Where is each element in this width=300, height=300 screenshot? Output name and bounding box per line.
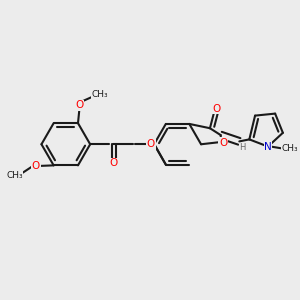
Text: O: O — [110, 158, 118, 169]
Text: CH₃: CH₃ — [281, 144, 298, 153]
Text: CH₃: CH₃ — [92, 90, 108, 99]
Text: N: N — [264, 142, 272, 152]
Text: O: O — [219, 138, 227, 148]
Text: O: O — [212, 104, 220, 114]
Text: CH₃: CH₃ — [6, 172, 23, 181]
Text: H: H — [240, 143, 246, 152]
Text: O: O — [32, 161, 40, 171]
Text: O: O — [147, 139, 155, 149]
Text: O: O — [75, 100, 84, 110]
